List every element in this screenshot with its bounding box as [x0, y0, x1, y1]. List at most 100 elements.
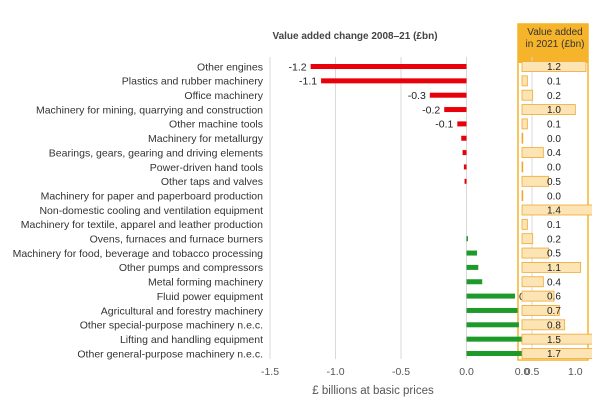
bar	[321, 78, 467, 84]
side-value-label: 0.2	[547, 234, 561, 245]
bar	[444, 107, 467, 113]
side-value-label: 1.7	[547, 349, 561, 360]
bar	[461, 135, 467, 141]
bar	[457, 121, 467, 127]
x-axis-title: £ billions at basic prices	[312, 385, 434, 397]
side-bar	[521, 218, 528, 230]
data-label: -0.3	[408, 90, 426, 102]
bar	[466, 351, 538, 356]
side-bar	[521, 290, 555, 302]
category-label: Ovens, furnaces and furnace burners	[90, 234, 263, 246]
category-label: Plastics and rubber machinery	[122, 76, 264, 88]
x-tick-label: -1.0	[326, 366, 344, 378]
main-bars	[310, 64, 538, 356]
side-panel-tick-labels: 0.0 1.0	[515, 366, 583, 378]
x-tick-label: -0.5	[392, 366, 410, 378]
bar	[310, 64, 467, 69]
side-bar	[521, 147, 544, 159]
side-bar	[521, 233, 534, 245]
category-label: Other machine tools	[169, 119, 263, 131]
side-value-label: 0.5	[547, 177, 561, 188]
bar	[466, 293, 515, 299]
side-value-label: 0.0	[547, 191, 561, 202]
bar	[464, 178, 467, 184]
side-bar	[521, 204, 592, 216]
category-label: Other engines	[197, 61, 263, 73]
side-value-label: 0.1	[547, 76, 561, 87]
category-label: Agricultural and forestry machinery	[101, 305, 264, 317]
side-bar	[521, 89, 534, 101]
side-bar	[521, 161, 524, 173]
category-label: Lifting and handling equipment	[120, 334, 263, 346]
side-value-label: 0.2	[547, 91, 561, 102]
data-label: -0.1	[435, 119, 453, 131]
side-value-label: 0.5	[547, 249, 561, 260]
side-tick-label: 0.0	[515, 366, 530, 378]
side-bar	[521, 104, 576, 115]
category-label: Machinery for mining, quarrying and cons…	[36, 104, 263, 116]
side-panel-header	[518, 24, 588, 63]
side-tick-label: 1.0	[568, 366, 583, 378]
side-bar	[521, 319, 566, 331]
data-label: -1.1	[299, 76, 317, 88]
side-value-label: 0.0	[547, 163, 561, 174]
bar	[466, 279, 483, 285]
bar	[466, 264, 479, 270]
side-panel-bars: 1.2 0.1 0.2 1.0 0.1 0.0 0.4 0.0 0.5 0.0 1.4 0.1 0.2 0…	[521, 61, 592, 360]
category-label: Office machinery	[184, 90, 263, 102]
bar	[466, 250, 477, 256]
side-bar	[521, 61, 587, 72]
category-label: Non-domestic cooling and ventilation equ…	[39, 205, 263, 217]
main-x-tick-labels: -1.5 -1.0 -0.5 0.0 0.5	[261, 366, 539, 378]
side-bar	[521, 348, 592, 359]
side-bar	[521, 247, 550, 259]
side-bar	[521, 333, 592, 345]
category-label: Machinery for food, beverage and tobacco…	[13, 248, 264, 260]
category-label: Other special-purpose machinery n.e.c.	[80, 320, 263, 332]
x-tick-label: 0.5	[525, 366, 540, 378]
data-label: -0.2	[422, 104, 440, 116]
category-label: Bearings, gears, gearing and driving ele…	[49, 147, 263, 159]
category-label: Other general-purpose machinery n.e.c.	[77, 348, 263, 360]
x-tick-label: 0.0	[459, 366, 474, 378]
side-value-label: 1.1	[547, 263, 561, 274]
side-panel-frame	[517, 23, 589, 361]
side-bar	[521, 132, 524, 144]
side-bar	[521, 75, 528, 87]
side-bar	[521, 261, 582, 273]
side-value-label: 0.0	[547, 134, 561, 145]
side-value-label: 0.4	[547, 148, 561, 159]
x-tick-label: -1.5	[261, 366, 279, 378]
category-label: Other pumps and compressors	[119, 262, 263, 274]
side-value-label: 1.5	[547, 335, 561, 346]
side-value-label: 0.1	[547, 120, 561, 131]
side-panel-background	[517, 23, 589, 361]
bar	[429, 92, 467, 98]
side-value-label: 1.2	[547, 62, 561, 73]
bar	[466, 236, 468, 242]
side-value-label: 0.7	[547, 306, 561, 317]
side-value-label: 0.1	[547, 220, 561, 231]
category-label: Machinery for textile, apparel and leath…	[21, 219, 263, 231]
side-bar	[521, 118, 528, 130]
side-bar	[521, 175, 550, 187]
bar	[466, 307, 518, 313]
category-label: Fluid power equipment	[157, 291, 263, 303]
side-value-label: 1.0	[547, 105, 561, 116]
side-bar	[521, 276, 544, 288]
main-chart-title: Value added change 2008–21 (£bn)	[272, 31, 437, 42]
category-label: Machinery for paper and paperboard produ…	[41, 190, 264, 202]
side-bar	[521, 190, 524, 202]
bar	[466, 336, 527, 342]
side-value-label: 1.4	[547, 206, 561, 217]
category-label: Machinery for metallurgy	[148, 133, 264, 145]
category-labels: Other engines Plastics and rubber machine…	[13, 61, 264, 360]
side-value-label: 0.4	[547, 277, 561, 288]
category-label: Other taps and valves	[161, 176, 263, 188]
side-bar	[521, 305, 560, 316]
data-label: -1.2	[289, 61, 307, 73]
category-label: Metal forming machinery	[148, 277, 264, 289]
side-value-label: 0.6	[547, 292, 561, 303]
